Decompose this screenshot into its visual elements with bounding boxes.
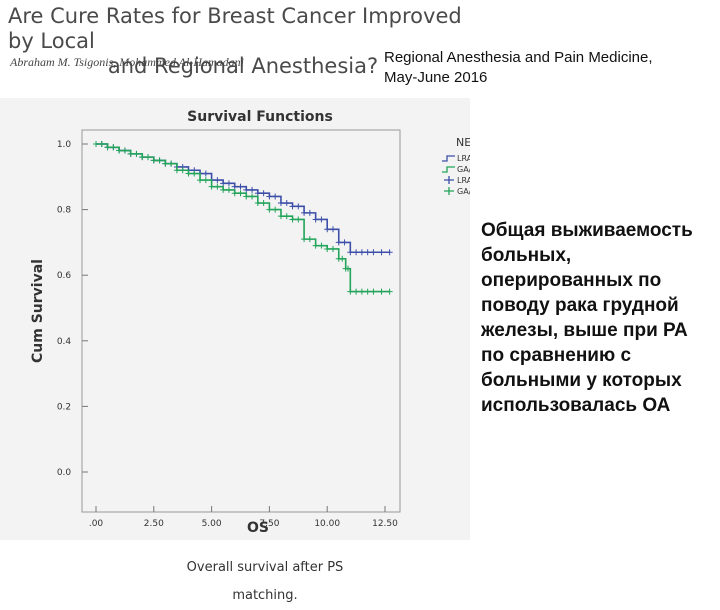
- censor-marks-lra: [93, 141, 393, 256]
- chart-title: Survival Functions: [187, 109, 333, 125]
- legend-title: NEWGROUP: [456, 136, 470, 149]
- x-tick-label: 2.50: [144, 519, 164, 529]
- legend-item: GA/GA+PVB: [457, 165, 470, 174]
- legend-swatch: [444, 187, 454, 195]
- x-tick-label: .00: [89, 519, 104, 529]
- summary-note: Общая выживаемость больных, оперированны…: [481, 220, 693, 416]
- y-tick-label: 0.6: [57, 271, 72, 281]
- journal-date: May-June 2016: [384, 69, 488, 86]
- legend-swatch: [444, 176, 454, 184]
- journal-name: Regional Anesthesia and Pain Medicine,: [384, 49, 653, 66]
- x-tick-label: 10.00: [314, 519, 340, 529]
- legend-swatch: [442, 155, 455, 162]
- legend-item: LRA-censored: [457, 176, 470, 185]
- plot-area: [81, 129, 401, 513]
- y-tick-label: 0.4: [57, 337, 72, 347]
- y-tick-label: 1.0: [57, 140, 72, 150]
- y-tick-label: 0.0: [57, 468, 72, 478]
- y-tick-label: 0.2: [57, 402, 71, 412]
- legend-swatch: [442, 166, 455, 173]
- title-line-2: and Regional Anesthesia?: [107, 54, 379, 78]
- x-axis-label: OS: [247, 520, 269, 536]
- survival-chart: Survival Functions .00 2.50 5.00 7.50 10.00 1…: [0, 98, 470, 603]
- legend-item: LRA: [457, 154, 470, 163]
- x-tick-label: 5.00: [202, 519, 222, 529]
- journal-reference: Regional Anesthesia and Pain Medicine, M…: [384, 48, 653, 88]
- x-tick-label: 7.50: [259, 519, 279, 529]
- authors: Abraham M. Tsigonis, Mohammed Al-Hamadan…: [10, 55, 245, 69]
- x-tick-label: 12.50: [372, 519, 398, 529]
- censor-marks-ga-pvb: [93, 141, 393, 295]
- series-layer: [93, 141, 393, 295]
- slide-title: Are Cure Rates for Breast Cancer Improve…: [8, 4, 478, 79]
- legend: NEWGROUP LRA GA/GA+PVB LRA-censored GA/GA+PV…: [442, 136, 470, 196]
- y-axis-label: Cum Survival: [30, 259, 46, 363]
- legend-item: GA/GA+PVB-censored: [457, 187, 470, 196]
- chart-svg: Survival Functions .00 2.50 5.00 7.50 10.00 1…: [30, 109, 470, 536]
- series-line-lra: [96, 143, 390, 254]
- axis-ticks: .00 2.50 5.00 7.50 10.00 12.50 0.0 0.2 0.4 0.6 0.8…: [57, 140, 398, 529]
- y-tick-label: 0.8: [57, 206, 72, 216]
- title-line-1: Are Cure Rates for Breast Cancer Improve…: [8, 4, 462, 53]
- chart-caption: Overall survival after PS matching.: [160, 554, 370, 603]
